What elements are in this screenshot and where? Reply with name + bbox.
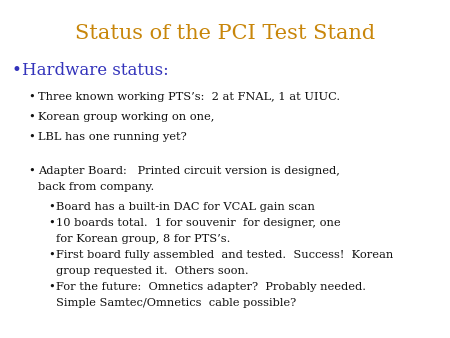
Text: •: • — [28, 166, 35, 176]
Text: Status of the PCI Test Stand: Status of the PCI Test Stand — [75, 24, 375, 43]
Text: Adapter Board:   Printed circuit version is designed,: Adapter Board: Printed circuit version i… — [38, 166, 340, 176]
Text: First board fully assembled  and tested.  Success!  Korean: First board fully assembled and tested. … — [56, 250, 393, 260]
Text: back from company.: back from company. — [38, 182, 154, 192]
Text: group requested it.  Others soon.: group requested it. Others soon. — [56, 266, 248, 276]
Text: Simple Samtec/Omnetics  cable possible?: Simple Samtec/Omnetics cable possible? — [56, 298, 296, 308]
Text: •: • — [48, 282, 55, 292]
Text: •: • — [12, 62, 22, 79]
Text: •: • — [28, 132, 35, 142]
Text: Board has a built-in DAC for VCAL gain scan: Board has a built-in DAC for VCAL gain s… — [56, 202, 315, 212]
Text: LBL has one running yet?: LBL has one running yet? — [38, 132, 187, 142]
Text: •: • — [48, 202, 55, 212]
Text: Korean group working on one,: Korean group working on one, — [38, 112, 214, 122]
Text: •: • — [48, 218, 55, 228]
Text: Hardware status:: Hardware status: — [22, 62, 169, 79]
Text: •: • — [28, 92, 35, 102]
Text: 10 boards total.  1 for souvenir  for designer, one: 10 boards total. 1 for souvenir for desi… — [56, 218, 341, 228]
Text: •: • — [28, 112, 35, 122]
Text: Three known working PTS’s:  2 at FNAL, 1 at UIUC.: Three known working PTS’s: 2 at FNAL, 1 … — [38, 92, 340, 102]
Text: For the future:  Omnetics adapter?  Probably needed.: For the future: Omnetics adapter? Probab… — [56, 282, 366, 292]
Text: for Korean group, 8 for PTS’s.: for Korean group, 8 for PTS’s. — [56, 234, 230, 244]
Text: •: • — [48, 250, 55, 260]
